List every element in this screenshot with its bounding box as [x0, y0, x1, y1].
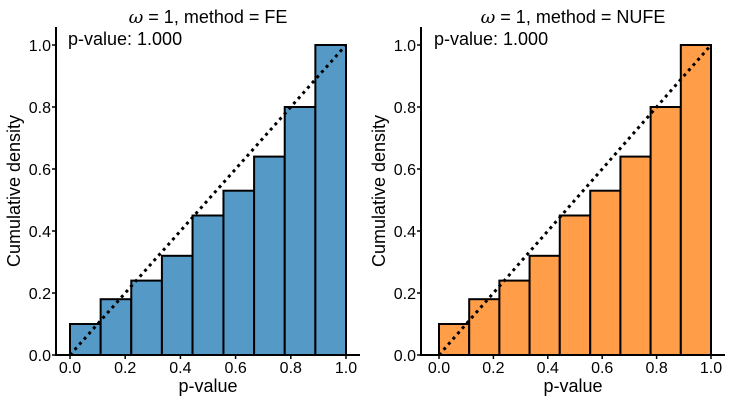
panel-fe-x-tick-label-4: 0.8 — [280, 360, 302, 377]
panel-fe-axes-spines — [55, 27, 360, 356]
panel-fe-title: ω = 1, method = FE — [129, 7, 288, 28]
panel-nufe-y-tick-label-5: 1.0 — [394, 38, 416, 55]
panel-nufe: ω = 1, method = NUFE p-value: 1.000 p-va… — [369, 7, 725, 396]
panel-nufe-x-tick-label-5: 1.0 — [700, 360, 722, 377]
panel-nufe-x-tick-label-4: 0.8 — [645, 360, 667, 377]
panel-fe-bar-5 — [191, 214, 225, 356]
panel-nufe-bar-3 — [498, 279, 531, 357]
panel-nufe-y-tick-label-0: 0.0 — [394, 348, 416, 365]
panel-fe-x-tick-label-1: 0.2 — [114, 360, 136, 377]
panel-fe-x-axis-label: p-value — [178, 376, 237, 396]
panel-fe-bar-3 — [130, 279, 163, 357]
panel-nufe-x-axis-label: p-value — [543, 376, 602, 396]
panel-nufe-x-tick-label-0: 0.0 — [428, 360, 450, 377]
panel-nufe-title-symbol: ω — [481, 7, 496, 28]
panel-fe-bar-4 — [160, 254, 194, 356]
panel-fe-bar-7 — [253, 155, 286, 356]
panel-fe-pvalue-annotation: p-value: 1.000 — [68, 29, 182, 49]
panel-nufe-bar-6 — [589, 189, 622, 356]
panel-nufe-bar-9 — [679, 44, 712, 356]
panel-fe-plot-area: 0.0 0.2 0.4 0.6 0.8 1.0 0.0 0.2 0.4 0.6 0.8 1.0 — [29, 38, 357, 377]
panel-nufe-title-text: = 1, method = NUFE — [495, 7, 665, 27]
panel-nufe-bar-4 — [528, 254, 561, 356]
panel-nufe-reference-line — [437, 44, 713, 356]
panel-fe-title-text: = 1, method = FE — [143, 7, 287, 27]
panel-nufe-y-axis-label: Cumulative density — [369, 115, 389, 267]
panel-fe-y-tick-label-4: 0.8 — [29, 100, 51, 117]
panel-nufe-x-tick-label-2: 0.4 — [537, 360, 559, 377]
panel-nufe-bar-8 — [649, 106, 682, 356]
panel-nufe-y-tick-label-4: 0.8 — [394, 100, 416, 117]
panel-nufe-pvalue-annotation: p-value: 1.000 — [434, 29, 548, 49]
panel-fe-y-tick-label-3: 0.6 — [29, 162, 51, 179]
panel-fe-bar-2 — [99, 298, 133, 357]
panel-nufe-y-tick-label-2: 0.4 — [394, 224, 416, 241]
panel-nufe-x-tick-label-1: 0.2 — [482, 360, 504, 377]
panel-nufe-title: ω = 1, method = NUFE — [481, 7, 666, 28]
panel-fe-title-symbol: ω — [129, 7, 144, 28]
panel-nufe-y-tick-label-1: 0.2 — [394, 286, 416, 303]
panel-fe-x-tick-label-0: 0.0 — [59, 360, 81, 377]
panel-fe-bar-8 — [283, 106, 317, 356]
panel-fe-x-tick-label-2: 0.4 — [169, 360, 191, 377]
panel-fe-y-tick-label-1: 0.2 — [29, 286, 51, 303]
panel-nufe-axes-spines — [420, 27, 725, 356]
panel-nufe-bar-5 — [558, 214, 592, 356]
panel-fe-x-tick-label-3: 0.6 — [224, 360, 246, 377]
panel-nufe-bar-2 — [468, 298, 501, 357]
panel-nufe-x-tick-label-3: 0.6 — [591, 360, 613, 377]
panel-nufe-bar-7 — [619, 155, 652, 356]
panel-fe-reference-line — [68, 44, 348, 356]
panel-nufe-plot-area: 0.0 0.2 0.4 0.6 0.8 1.0 0.0 0.2 0.4 0.6 0.8 1.0 — [394, 38, 722, 377]
panel-fe-y-tick-label-0: 0.0 — [29, 348, 51, 365]
panel-fe-y-tick-label-2: 0.4 — [29, 224, 51, 241]
panel-fe: ω = 1, method = FE p-value: 1.000 p-valu… — [4, 7, 360, 396]
panel-fe-x-tick-label-5: 1.0 — [335, 360, 357, 377]
panel-fe-y-axis-label: Cumulative density — [4, 115, 24, 267]
panel-fe-bar-6 — [222, 189, 256, 356]
panel-nufe-y-tick-label-3: 0.6 — [394, 162, 416, 179]
panel-fe-y-tick-label-5: 1.0 — [29, 38, 51, 55]
panel-fe-bar-9 — [314, 44, 348, 356]
